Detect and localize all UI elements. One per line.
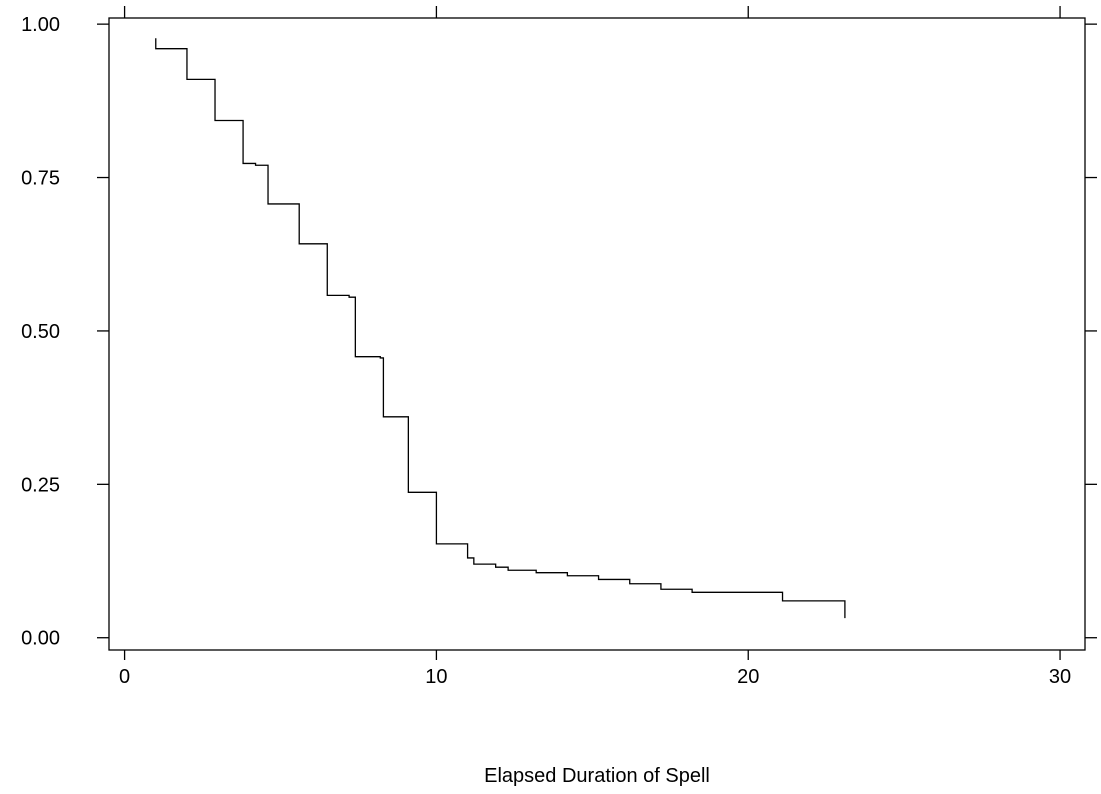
x-tick-label: 0 — [119, 666, 130, 688]
y-tick-label: 0.75 — [21, 168, 60, 190]
tick-labels: 0 10 20 30 0.00 0.25 0.50 0.75 1.00 — [21, 14, 1071, 688]
x-tick-label: 20 — [737, 666, 759, 688]
y-tick-label: 1.00 — [21, 14, 60, 36]
y-tick-label: 0.50 — [21, 321, 60, 343]
y-tick-label: 0.25 — [21, 474, 60, 496]
x-axis-title: Elapsed Duration of Spell — [484, 765, 710, 787]
y-tick-label: 0.00 — [21, 628, 60, 650]
axis-ticks — [97, 6, 1097, 660]
x-tick-label: 30 — [1049, 666, 1071, 688]
plot-frame — [108, 17, 1086, 651]
survival-curve-line — [155, 38, 846, 619]
x-tick-label: 10 — [425, 666, 447, 688]
series-layer — [155, 38, 846, 619]
